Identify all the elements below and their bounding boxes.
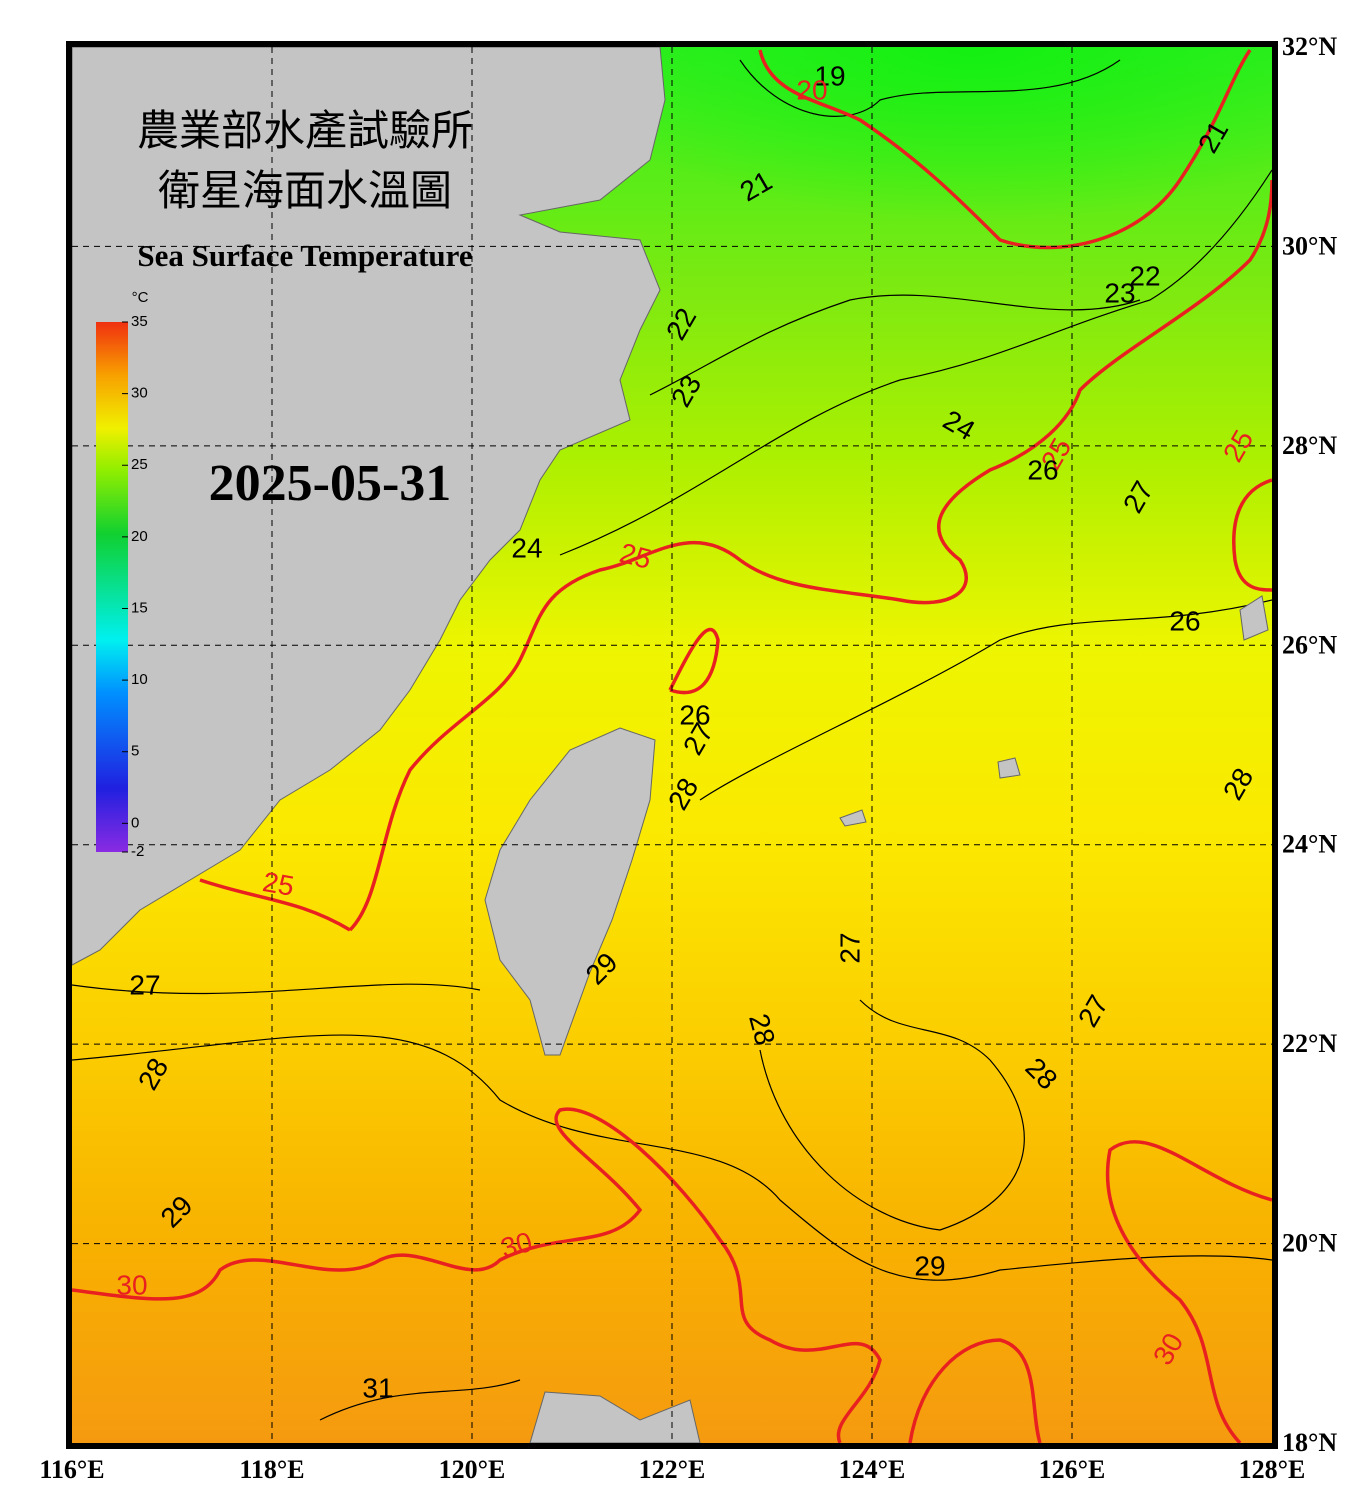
y-tick-label: 28°N [1282,431,1337,460]
contour-label: 20 [796,74,827,105]
colorbar-tick-label: 5 [131,743,139,760]
isotherm-major [668,627,720,695]
colorbar-tick-label: 35 [131,313,148,330]
y-tick-label: 26°N [1282,630,1337,659]
graticule [72,47,1272,1443]
islands [839,595,1269,827]
colorbar-unit: °C [132,289,149,306]
isotherm-major [199,878,351,932]
contour-label: 29 [914,1250,945,1281]
contour-label: 19 [814,60,845,91]
x-tick-label: 118°E [239,1455,304,1484]
colorbar [96,322,128,852]
contour-label: 30 [116,1269,147,1300]
isotherm [739,59,1121,117]
isotherm-major [908,1338,1042,1443]
isotherm [72,1034,1272,1281]
isotherm [559,169,1272,556]
colorbar-tick-label: 25 [131,456,148,473]
y-tick-label: 24°N [1282,830,1337,859]
contour-label: 26 [1027,454,1058,485]
colorbar-tick-label: 10 [131,671,148,688]
y-tick-label: 32°N [1282,32,1337,61]
contour-label: 22 [1129,260,1160,291]
contour-label: 27 [129,969,160,1000]
contour-label: 24 [511,532,542,563]
isotherm [649,294,1141,396]
contour-label: 26 [1169,605,1200,636]
isotherm [319,1379,521,1421]
subtitle: Sea Surface Temperature [137,238,472,273]
isotherm-major [348,179,1272,932]
title-line-1: 農業部水產試驗所 [137,108,473,155]
contour-label: 31 [362,1372,393,1403]
date: 2025-05-31 [209,455,452,512]
axes: 116°E 118°E 120°E 122°E 124°E 126°E 128°E18°N 2… [39,32,1337,1484]
map-frame [66,41,1278,1449]
luzon [529,1391,701,1443]
title-line-2: 衛星海面水溫圖 [158,169,452,215]
colorbar-tick-label: 30 [131,385,148,402]
x-tick-label: 124°E [839,1455,906,1484]
y-tick-label: 18°N [1282,1428,1337,1457]
isotherm-major [72,1107,882,1443]
isotherm-major [1105,1140,1272,1443]
isotherm [759,999,1025,1231]
x-tick-label: 126°E [1039,1455,1106,1484]
isotherm-major [758,49,1252,250]
colorbar-tick-label: -2 [131,843,144,860]
x-tick-label: 128°E [1239,1455,1306,1484]
isotherms-major [72,49,1272,1443]
x-tick-label: 116°E [39,1455,104,1484]
contour-label: 25 [260,866,296,902]
isotherm-major [1232,478,1272,592]
colorbar-ticks: 35 30 25 20 15 10 5 0 -2 [122,313,148,860]
y-tick-label: 22°N [1282,1029,1337,1058]
colorbar-tick-label: 0 [131,814,139,831]
isotherms [72,59,1272,1421]
contour-label: 26 [679,699,710,730]
isotherm [72,983,481,995]
taiwan [484,727,656,1056]
y-tick-label: 30°N [1282,231,1337,260]
x-tick-label: 122°E [639,1455,706,1484]
isotherm [699,599,1272,801]
contour-label: 23 [1104,277,1135,308]
mainland [72,47,666,966]
land [72,47,1269,1443]
colorbar-tick-label: 20 [131,528,148,545]
colorbar-tick-label: 15 [131,599,148,616]
contour-label: 27 [834,932,865,963]
y-tick-label: 20°N [1282,1229,1337,1258]
x-tick-label: 120°E [439,1455,506,1484]
